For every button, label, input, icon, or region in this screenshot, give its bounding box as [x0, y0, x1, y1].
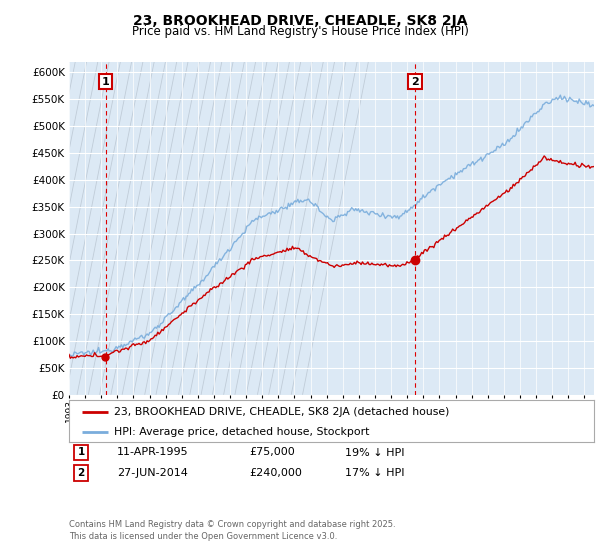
Text: Contains HM Land Registry data © Crown copyright and database right 2025.
This d: Contains HM Land Registry data © Crown c…: [69, 520, 395, 541]
Text: 17% ↓ HPI: 17% ↓ HPI: [345, 468, 404, 478]
Text: 1: 1: [77, 447, 85, 458]
Text: 2: 2: [77, 468, 85, 478]
Text: 23, BROOKHEAD DRIVE, CHEADLE, SK8 2JA: 23, BROOKHEAD DRIVE, CHEADLE, SK8 2JA: [133, 14, 467, 28]
Text: HPI: Average price, detached house, Stockport: HPI: Average price, detached house, Stoc…: [113, 427, 369, 437]
Text: Price paid vs. HM Land Registry's House Price Index (HPI): Price paid vs. HM Land Registry's House …: [131, 25, 469, 38]
Text: 11-APR-1995: 11-APR-1995: [117, 447, 188, 458]
Text: 27-JUN-2014: 27-JUN-2014: [117, 468, 188, 478]
Text: 23, BROOKHEAD DRIVE, CHEADLE, SK8 2JA (detached house): 23, BROOKHEAD DRIVE, CHEADLE, SK8 2JA (d…: [113, 407, 449, 417]
Text: 19% ↓ HPI: 19% ↓ HPI: [345, 447, 404, 458]
Text: 2: 2: [411, 77, 419, 87]
Text: £75,000: £75,000: [249, 447, 295, 458]
Text: 1: 1: [102, 77, 110, 87]
Text: £240,000: £240,000: [249, 468, 302, 478]
